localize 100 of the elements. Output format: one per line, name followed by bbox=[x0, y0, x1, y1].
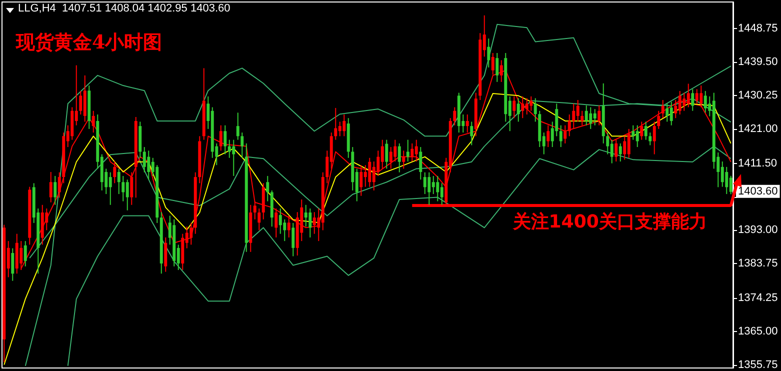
candlestick bbox=[682, 92, 686, 112]
candlestick bbox=[58, 172, 61, 198]
y-tick-label: 1365.00 bbox=[738, 325, 778, 338]
candlestick bbox=[92, 110, 95, 134]
candlestick bbox=[240, 132, 244, 158]
ref-line-label: 关注1400关口支撑能力 bbox=[512, 211, 707, 232]
candlestick bbox=[428, 172, 431, 206]
candlestick bbox=[530, 96, 533, 112]
line-series bbox=[4, 93, 732, 366]
candlestick bbox=[559, 124, 562, 148]
y-tick-label: 1439.50 bbox=[738, 56, 778, 68]
candlestick bbox=[79, 90, 82, 115]
y-tick-label: 1448.75 bbox=[738, 22, 778, 35]
candlestick bbox=[666, 103, 669, 122]
y-tick-label: 1383.75 bbox=[738, 258, 778, 270]
candlestick bbox=[253, 200, 256, 220]
candlestick bbox=[414, 139, 418, 162]
candlestick bbox=[568, 114, 571, 137]
candlestick bbox=[496, 52, 499, 82]
candlestick bbox=[572, 103, 576, 130]
candlestick bbox=[142, 146, 146, 173]
candlestick bbox=[389, 146, 392, 170]
candlestick bbox=[725, 166, 728, 195]
candlestick bbox=[117, 168, 120, 195]
candlestick bbox=[338, 121, 342, 137]
candlestick bbox=[278, 208, 282, 234]
candlestick bbox=[657, 110, 660, 130]
y-tick-label: 1411.50 bbox=[738, 157, 777, 170]
candlestick bbox=[236, 112, 240, 140]
candlestick bbox=[636, 124, 639, 148]
candlestick bbox=[368, 157, 372, 188]
candlestick bbox=[487, 38, 490, 68]
candlestick bbox=[394, 139, 397, 162]
candlestick bbox=[623, 136, 626, 160]
candlestick bbox=[691, 88, 694, 112]
line-series bbox=[67, 146, 732, 366]
candlestick bbox=[640, 121, 644, 140]
candlestick bbox=[304, 204, 308, 228]
candlestick bbox=[219, 124, 222, 152]
candlestick bbox=[292, 222, 295, 257]
candlestick bbox=[606, 132, 610, 155]
candlestick bbox=[674, 100, 678, 119]
candlestick bbox=[470, 121, 474, 146]
text: 1403.60 bbox=[738, 185, 778, 198]
candlestick bbox=[555, 103, 558, 137]
candlestick bbox=[661, 100, 664, 119]
candlestick bbox=[618, 142, 622, 162]
candlestick bbox=[287, 215, 290, 238]
candlestick bbox=[130, 172, 134, 206]
candlestick bbox=[686, 83, 690, 108]
candlestick bbox=[423, 172, 426, 195]
candlestick bbox=[385, 139, 388, 170]
text: 现货黄金4小时图 bbox=[15, 32, 162, 54]
y-tick-label: 1393.00 bbox=[738, 224, 778, 236]
candlestick bbox=[678, 90, 682, 115]
candlestick bbox=[398, 142, 401, 173]
candlestick bbox=[593, 108, 596, 126]
candlestick bbox=[360, 164, 363, 196]
candlestick bbox=[521, 96, 524, 119]
candlestick bbox=[364, 164, 367, 188]
candlestick bbox=[512, 96, 516, 119]
candlestick bbox=[334, 107, 338, 140]
candlestick bbox=[610, 139, 614, 164]
candlestick bbox=[419, 146, 422, 180]
candlestick bbox=[432, 175, 435, 195]
candlestick bbox=[652, 121, 656, 155]
candlestick bbox=[258, 208, 261, 231]
candlestick bbox=[372, 160, 376, 191]
y-tick-label: 1421.00 bbox=[738, 122, 778, 135]
candlestick bbox=[534, 98, 537, 122]
candlestick bbox=[228, 139, 231, 158]
candlestick bbox=[546, 124, 550, 148]
candlestick bbox=[147, 150, 150, 180]
candlestick bbox=[584, 104, 588, 126]
candlestick bbox=[598, 104, 601, 126]
candlestick bbox=[729, 175, 732, 195]
candlestick bbox=[436, 175, 440, 202]
candlestick bbox=[126, 179, 129, 211]
candlestick bbox=[283, 218, 286, 242]
candlestick bbox=[580, 110, 584, 126]
candlestick bbox=[406, 139, 410, 162]
candlestick bbox=[232, 139, 236, 176]
candlestick bbox=[644, 121, 648, 140]
candlestick bbox=[516, 98, 520, 122]
candlestick bbox=[312, 212, 316, 234]
candlestick bbox=[410, 142, 414, 162]
candlestick bbox=[720, 160, 724, 188]
candlestick bbox=[700, 85, 703, 108]
candlestick bbox=[525, 98, 528, 115]
candlestick bbox=[670, 101, 673, 126]
candlestick bbox=[54, 175, 57, 206]
candlestick bbox=[164, 236, 168, 272]
candlestick bbox=[24, 240, 27, 267]
chart-title: LLG,H4 1407.51 1408.04 1402.95 1403.60 bbox=[18, 2, 230, 14]
y-tick-label: 1430.25 bbox=[738, 89, 778, 102]
y-tick-label: 1355.75 bbox=[738, 358, 778, 371]
candlestick bbox=[342, 114, 346, 137]
candlestick bbox=[453, 106, 456, 126]
candlestick bbox=[402, 150, 406, 170]
candlestick bbox=[308, 208, 312, 238]
